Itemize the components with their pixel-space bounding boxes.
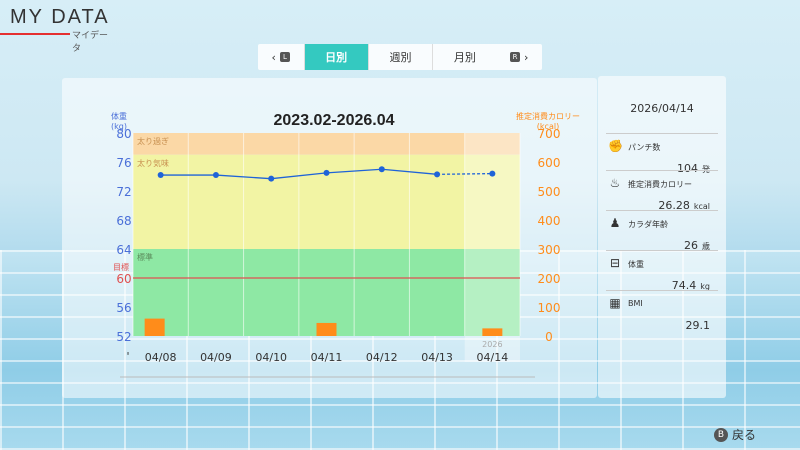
summary-calories: ♨ 推定消費カロリー 26.28 kcal (606, 170, 718, 223)
x-axis-tick: 04/08 (145, 351, 177, 364)
weight-point (434, 171, 441, 178)
year-label: 2026 (482, 340, 502, 349)
calorie-bar (316, 322, 337, 336)
x-axis-tick: 04/12 (366, 351, 398, 364)
summary-body-age: ♟ カラダ年齢 26 歳 (606, 210, 718, 263)
r-button-icon: R (510, 52, 521, 62)
left-axis-tick: 68 (116, 214, 131, 228)
punch-icon: ✊ (608, 139, 623, 153)
summary-calories-value: 26.28 kcal (658, 199, 710, 212)
title-underline (0, 33, 70, 35)
l-button-icon: L (279, 52, 290, 62)
weight-point (212, 172, 219, 179)
summary-date: 2026/04/14 (630, 102, 694, 115)
b-button-icon: B (714, 427, 728, 442)
left-axis-tick: 64 (116, 243, 131, 257)
scale-icon: ⊟ (609, 256, 621, 270)
flame-icon: ♨ (609, 176, 621, 190)
chart-title: 2023.02-2026.04 (274, 112, 395, 129)
right-axis-tick: 400 (538, 214, 561, 228)
left-axis-tick: 76 (116, 156, 131, 170)
back-label: 戻る (732, 428, 757, 442)
zone-label: 標準 (137, 252, 153, 262)
x-axis-tick: 04/14 (477, 351, 509, 364)
page-title-main: MY DATA (10, 6, 110, 28)
left-axis-tick: 72 (116, 185, 131, 199)
right-axis-unit: (kcal) (537, 122, 559, 131)
left-axis-tick: 80 (116, 127, 131, 141)
weight-point (323, 169, 330, 176)
left-axis-unit: (kg) (111, 122, 127, 131)
right-axis-tick: 200 (538, 272, 561, 286)
partial-tick: ' (126, 350, 129, 363)
muscle-icon: ♟ (609, 216, 621, 230)
summary-bmi: ▦ BMI 29.1 (606, 290, 718, 343)
summary-weight: ⊟ 体重 74.4 kg (606, 250, 718, 303)
weight-point (489, 170, 496, 177)
x-axis-tick: 04/09 (200, 351, 232, 364)
period-tabs: ‹ L 日別 週別 月別 R › (258, 44, 542, 70)
chevron-left-icon: ‹ (271, 50, 276, 64)
prev-tab-button[interactable]: ‹ L (258, 44, 304, 70)
weight-point (268, 175, 275, 182)
tab-monthly[interactable]: 月別 (432, 44, 496, 70)
weight-line-segment (381, 168, 438, 175)
back-button[interactable]: B 戻る (714, 426, 756, 443)
summary-punches: ✊ パンチ数 104 発 (606, 133, 718, 186)
left-axis-tick: 60 (116, 272, 131, 286)
zone-band (133, 154, 520, 249)
summary-bmi-label: BMI (628, 299, 643, 308)
weight-line-segment (215, 174, 272, 180)
summary-body-age-value: 26 歳 (684, 239, 710, 252)
summary-body-age-label: カラダ年齢 (628, 220, 668, 229)
summary-punches-label: パンチ数 (628, 143, 661, 152)
zone-label: 太り気味 (137, 158, 169, 168)
page-title: MY DATA マイデータ (0, 6, 110, 54)
summary-weight-value: 74.4 kg (671, 279, 710, 292)
x-axis-tick: 04/10 (255, 351, 287, 364)
right-axis-tick: 600 (538, 156, 561, 170)
weight-line-segment (437, 172, 493, 175)
right-axis-tick: 300 (538, 243, 561, 257)
weight-point (378, 166, 385, 173)
zone-band (133, 133, 520, 155)
calculator-icon: ▦ (609, 296, 621, 310)
zone-band (133, 249, 520, 336)
left-axis-label: 体重 (111, 111, 127, 121)
right-axis-tick: 100 (538, 301, 561, 315)
right-axis-label: 推定消費カロリー (516, 111, 580, 121)
right-axis-tick: 0 (545, 330, 553, 344)
summary-calories-label: 推定消費カロリー (628, 180, 692, 189)
daily-summary-panel: 2026/04/14 ✊ パンチ数 104 発 ♨ 推定消費カロリー 26.28 k… (598, 76, 726, 398)
left-axis-tick: 56 (116, 301, 131, 315)
weight-point (157, 172, 164, 179)
x-axis-tick: 04/13 (421, 351, 453, 364)
chevron-right-icon: › (524, 50, 529, 64)
weight-line-segment (326, 168, 382, 174)
right-axis-tick: 700 (538, 127, 561, 141)
selected-day-highlight (464, 133, 520, 362)
target-label: 目標 (113, 262, 129, 272)
tab-daily[interactable]: 日別 (303, 44, 368, 70)
summary-punches-value: 104 発 (677, 162, 710, 175)
calorie-bar (482, 328, 503, 336)
summary-weight-label: 体重 (628, 260, 644, 269)
tab-weekly[interactable]: 週別 (367, 44, 432, 70)
summary-bmi-value: 29.1 (685, 319, 711, 332)
page-title-sub: マイデータ (72, 31, 109, 54)
calorie-bar (144, 318, 165, 336)
next-tab-button[interactable]: R › (497, 44, 543, 70)
weight-line-segment (271, 172, 327, 180)
right-axis-tick: 500 (538, 185, 561, 199)
left-axis-tick: 52 (116, 330, 131, 344)
zone-label: 太り過ぎ (137, 136, 169, 146)
x-axis-tick: 04/11 (311, 351, 343, 364)
